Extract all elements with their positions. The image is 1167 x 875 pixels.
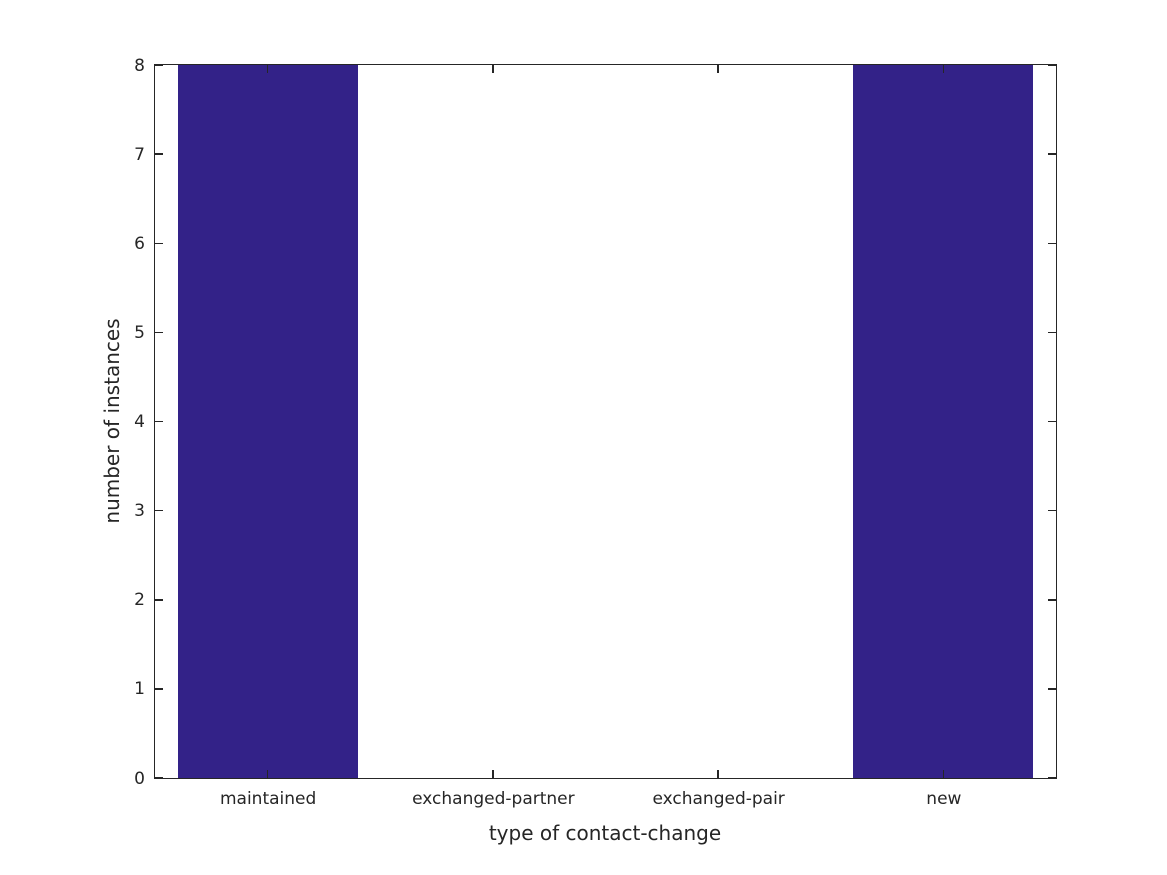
y-tick-right	[1048, 64, 1056, 66]
y-tick-left	[155, 599, 163, 601]
y-tick-label: 5	[134, 322, 145, 343]
x-tick-bottom	[266, 770, 269, 778]
y-tick-left	[155, 509, 163, 512]
y-tick-left	[155, 64, 163, 66]
y-tick-label: 3	[134, 501, 145, 522]
x-tick-top	[717, 65, 719, 73]
y-tick-right	[1048, 153, 1056, 155]
y-tick-left	[155, 688, 163, 690]
y-tick-left	[155, 153, 163, 155]
x-axis-label: type of contact-change	[488, 821, 722, 845]
y-tick-right	[1048, 242, 1056, 244]
y-tick-label: 6	[134, 233, 145, 254]
y-tick-right	[1048, 420, 1056, 423]
y-tick-label: 7	[134, 144, 145, 165]
x-tick-label-exchanged-partner: exchanged-partner	[412, 789, 575, 809]
x-tick-label-exchanged-pair: exchanged-pair	[652, 789, 785, 809]
bar-maintained	[177, 65, 358, 778]
x-tick-top	[492, 65, 494, 73]
x-tick-bottom	[942, 770, 945, 778]
x-tick-top	[266, 65, 269, 73]
y-tick-left	[155, 777, 163, 779]
bar-new	[853, 65, 1034, 778]
x-tick-top	[942, 65, 945, 73]
plot-area	[154, 64, 1057, 779]
x-tick-bottom	[492, 770, 494, 778]
y-tick-label: 8	[134, 55, 145, 76]
x-tick-label-new: new	[926, 789, 962, 809]
y-tick-right	[1048, 777, 1056, 779]
y-tick-label: 2	[134, 590, 145, 611]
y-tick-right	[1048, 688, 1056, 690]
y-tick-right	[1048, 331, 1056, 334]
y-tick-label: 1	[134, 679, 145, 700]
y-tick-left	[155, 420, 163, 423]
y-tick-label: 0	[134, 768, 145, 789]
x-tick-bottom	[717, 770, 719, 778]
y-tick-left	[155, 331, 163, 334]
y-tick-right	[1048, 509, 1056, 512]
y-tick-label: 4	[134, 412, 145, 432]
x-tick-label-maintained: maintained	[219, 789, 317, 809]
y-tick-left	[155, 242, 163, 244]
y-tick-right	[1048, 599, 1056, 601]
